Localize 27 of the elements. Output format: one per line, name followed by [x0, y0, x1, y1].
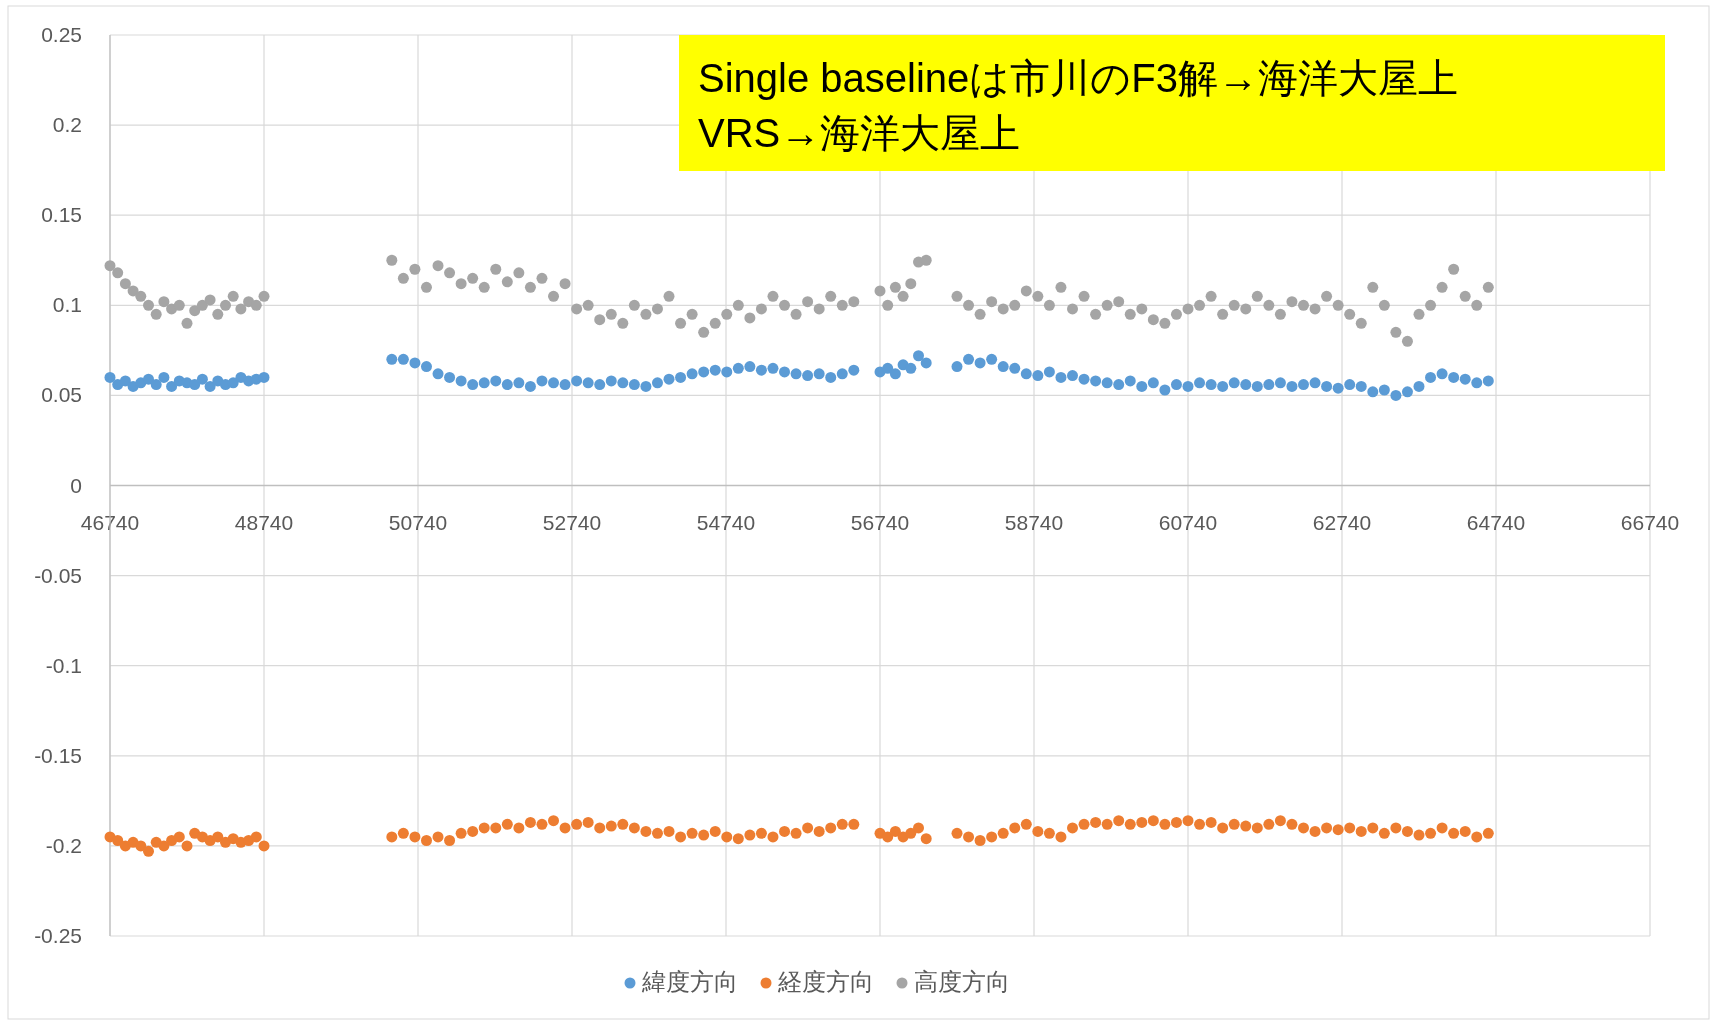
- y-tick-label: 0.25: [41, 23, 82, 46]
- legend-label: 高度方向: [914, 968, 1010, 995]
- legend-label: 緯度方向: [641, 968, 738, 995]
- x-tick-label: 62740: [1312, 510, 1372, 534]
- y-tick-label: -0.05: [34, 563, 82, 587]
- y-tick-label: 0.2: [52, 113, 82, 137]
- y-tick-label: 0: [70, 473, 82, 497]
- y-tick-label: -0.2: [45, 833, 82, 857]
- x-tick-label: 60740: [1158, 510, 1218, 534]
- x-tick-label: 66740: [1620, 510, 1680, 534]
- y-tick-label: 0.1: [52, 293, 82, 317]
- x-tick-label: 58740: [1004, 510, 1064, 534]
- x-tick-label: 50740: [388, 510, 448, 534]
- x-tick-label: 56740: [850, 510, 910, 534]
- x-tick-label: 52740: [542, 510, 602, 534]
- annotation: Single baselineは市川のF3解→海洋大屋上: [698, 56, 1458, 100]
- legend-label: 経度方向: [777, 968, 874, 995]
- annotation: VRS→海洋大屋上: [698, 111, 1021, 155]
- x-tick-label: 54740: [696, 510, 756, 534]
- x-tick-label: 48740: [234, 510, 294, 534]
- y-tick-label: -0.1: [45, 653, 82, 677]
- y-tick-label: -0.15: [34, 743, 82, 767]
- x-tick-label: 46740: [80, 510, 140, 534]
- y-tick-label: 0.05: [41, 383, 82, 407]
- y-tick-label: 0.15: [41, 203, 82, 227]
- y-tick-label: -0.25: [34, 924, 82, 947]
- x-tick-label: 64740: [1466, 510, 1526, 534]
